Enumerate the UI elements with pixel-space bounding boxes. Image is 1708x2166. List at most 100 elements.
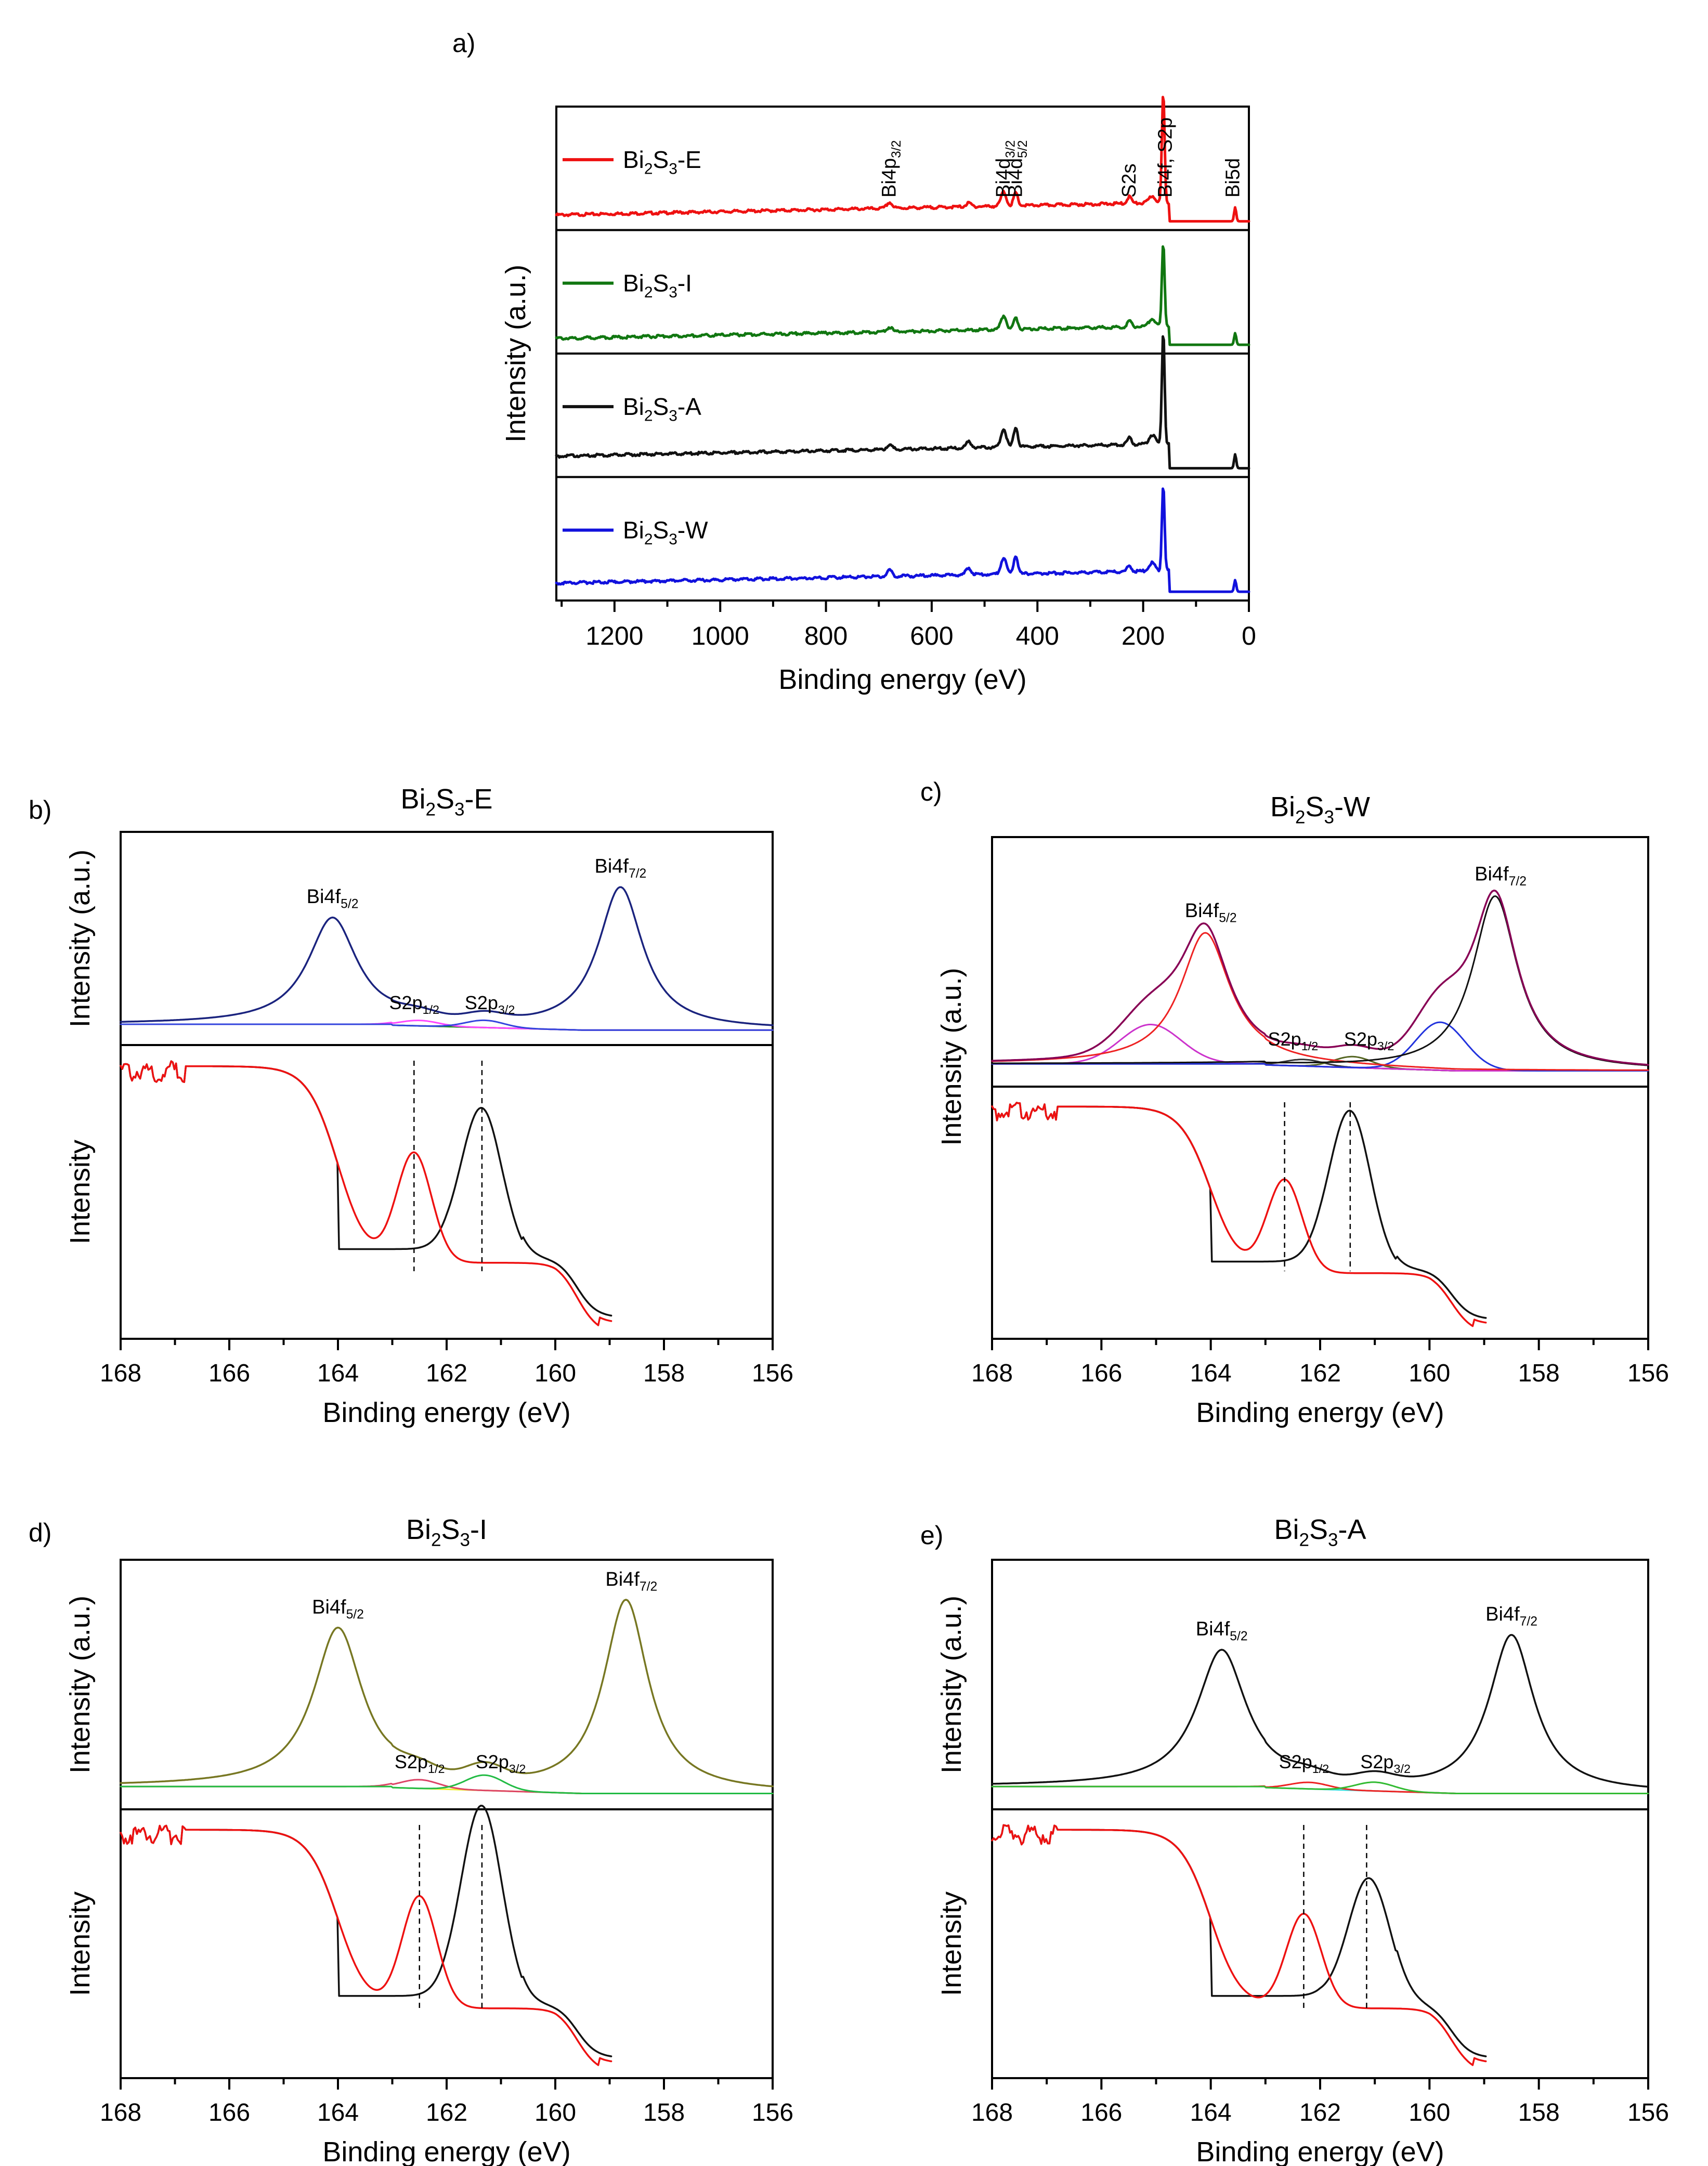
- y-axis-label-bottom-e: Intensity: [936, 1891, 967, 1996]
- x-axis-label-a: Binding energy (eV): [778, 664, 1026, 695]
- fit-s2p12-e: [991, 1781, 1649, 1794]
- annotation-s2p12-d: S2p1/2: [395, 1751, 445, 1776]
- annotation-bi4f52-c: Bi4f5/2: [1185, 900, 1237, 925]
- fit-s2p32-e: [991, 1781, 1649, 1794]
- fit-s2p32-b: [120, 1019, 774, 1031]
- x-axis-label-b: Binding energy (eV): [322, 1397, 570, 1428]
- survey-series-e: [555, 96, 1250, 223]
- derivative-black-c: [991, 1102, 1487, 1319]
- tick-label-a-400: 400: [1016, 621, 1059, 650]
- tick-label-c-164: 164: [1190, 1360, 1232, 1387]
- fit-envelope-d: [120, 1598, 774, 1787]
- tick-label-b-162: 162: [426, 1360, 467, 1387]
- derivative-frame-c: [991, 1086, 1649, 1340]
- survey-row-3: [555, 476, 1250, 602]
- tick-label-a-200: 200: [1122, 621, 1165, 650]
- fit-bi52-c: [991, 932, 1649, 1071]
- x-axis-label-c: Binding energy (eV): [1196, 1397, 1444, 1428]
- annotation-bi4f52-d: Bi4f5/2: [312, 1597, 364, 1622]
- tick-label-b-158: 158: [643, 1360, 685, 1387]
- tick-label-d-160: 160: [534, 2099, 576, 2126]
- survey-series-a: [555, 335, 1250, 470]
- tick-label-b-164: 164: [317, 1360, 359, 1387]
- tick-label-e-160: 160: [1409, 2099, 1450, 2126]
- panel-c: c) Bi2S3-W Bi4f5/2 Bi4f7/2 S2p1/2 S2p3/2 168 16…: [920, 777, 1669, 1428]
- x-axis-label-d: Binding energy (eV): [322, 2136, 570, 2166]
- peak-label-a-1: Bi4d3/2: [993, 140, 1018, 198]
- panel-title-c: Bi2S3-W: [1270, 791, 1370, 828]
- fit-envelope-e: [991, 1634, 1649, 1788]
- y-axis-label-top-e: Intensity (a.u.): [936, 1596, 967, 1773]
- panel-a: a) Bi2S3-E Bi2S3-I Bi2S3-A Bi2S3-W 1200 1000 80…: [452, 29, 1256, 695]
- survey-series-i: [555, 245, 1250, 346]
- tick-label-c-162: 162: [1299, 1360, 1341, 1387]
- y-axis-label-top-d: Intensity (a.u.): [64, 1596, 96, 1773]
- tick-label-d-162: 162: [426, 2099, 467, 2126]
- annotation-s2p12-e: S2p1/2: [1279, 1751, 1329, 1776]
- derivative-red-d: [120, 1824, 612, 2066]
- annotation-s2p32-e: S2p3/2: [1360, 1751, 1411, 1776]
- panel-title-b: Bi2S3-E: [400, 784, 492, 820]
- tick-label-b-166: 166: [208, 1360, 250, 1387]
- annotation-bi4f72-d: Bi4f7/2: [605, 1569, 657, 1594]
- annotation-s2p32-c: S2p3/2: [1344, 1028, 1394, 1053]
- peak-label-a-4: Bi4f, S2p: [1154, 118, 1176, 198]
- tick-label-a-1000: 1000: [692, 621, 749, 650]
- annotation-bi4f72-b: Bi4f7/2: [594, 855, 646, 881]
- fit-extra-2-c: [991, 1021, 1649, 1072]
- annotation-bi4f52-b: Bi4f5/2: [307, 886, 359, 911]
- panel-b: b) Bi2S3-E Bi4f5/2 Bi4f7/2 S2p1/2 S2p3/2 168 16…: [29, 784, 793, 1428]
- annotation-s2p12-c: S2p1/2: [1268, 1028, 1319, 1053]
- tick-label-d-166: 166: [208, 2099, 250, 2126]
- tick-label-d-168: 168: [100, 2099, 141, 2126]
- annotation-s2p32-d: S2p3/2: [476, 1751, 526, 1776]
- legend-label-0: Bi2S3-E: [623, 146, 701, 178]
- peak-label-a-3: S2s: [1118, 164, 1140, 198]
- tick-label-e-164: 164: [1190, 2099, 1232, 2126]
- tick-label-a-600: 600: [910, 621, 953, 650]
- fit-envelope-c: [991, 889, 1649, 1066]
- derivative-frame-b: [120, 1044, 774, 1340]
- annotation-bi4f52-e: Bi4f5/2: [1196, 1619, 1248, 1644]
- tick-label-d-156: 156: [752, 2099, 793, 2126]
- legend-label-1: Bi2S3-I: [623, 270, 692, 302]
- derivative-frame-d: [120, 1808, 774, 2079]
- fit-s2p32-d: [120, 1774, 774, 1794]
- tick-label-e-158: 158: [1518, 2099, 1560, 2126]
- annotation-s2p32-b: S2p3/2: [465, 992, 515, 1016]
- legend-label-3: Bi2S3-W: [623, 517, 708, 549]
- panel-label-b: b): [29, 795, 51, 825]
- panel-title-d: Bi2S3-I: [406, 1514, 487, 1550]
- peak-label-a-0: Bi4p3/2: [879, 140, 904, 198]
- tick-label-b-156: 156: [752, 1360, 793, 1387]
- y-axis-label-bottom-d: Intensity: [64, 1891, 96, 1996]
- tick-label-e-162: 162: [1299, 2099, 1341, 2126]
- derivative-black-b: [120, 1060, 612, 1317]
- panel-label-e: e): [920, 1521, 943, 1550]
- panel-label-c: c): [920, 777, 942, 806]
- tick-label-c-156: 156: [1627, 1360, 1669, 1387]
- legend-label-2: Bi2S3-A: [623, 393, 701, 425]
- annotation-bi4f72-e: Bi4f7/2: [1485, 1603, 1537, 1629]
- tick-label-d-158: 158: [643, 2099, 685, 2126]
- panel-label-d: d): [29, 1518, 51, 1547]
- derivative-black-d: [120, 1805, 612, 2057]
- tick-label-c-160: 160: [1409, 1360, 1450, 1387]
- x-axis-label-e: Binding energy (eV): [1196, 2136, 1444, 2166]
- peak-label-a-5: Bi5d: [1222, 158, 1244, 198]
- y-axis-label-c: Intensity (a.u.): [936, 968, 967, 1145]
- panel-e: e) Bi2S3-A Bi4f5/2 Bi4f7/2 S2p1/2 S2p3/2 168 16…: [920, 1514, 1669, 2166]
- tick-label-b-160: 160: [534, 1360, 576, 1387]
- tick-label-c-166: 166: [1080, 1360, 1122, 1387]
- annotation-bi4f72-c: Bi4f7/2: [1475, 864, 1527, 889]
- derivative-red-e: [991, 1824, 1487, 2066]
- fit-frame-d: [120, 1559, 774, 1810]
- tick-label-e-156: 156: [1627, 2099, 1669, 2126]
- panel-label-a: a): [452, 29, 475, 58]
- panel-title-e: Bi2S3-A: [1274, 1514, 1366, 1550]
- tick-label-c-168: 168: [971, 1360, 1013, 1387]
- fit-background-e: [991, 1785, 1649, 1794]
- y-axis-label-top-b: Intensity (a.u.): [64, 850, 96, 1027]
- derivative-frame-e: [991, 1808, 1649, 2079]
